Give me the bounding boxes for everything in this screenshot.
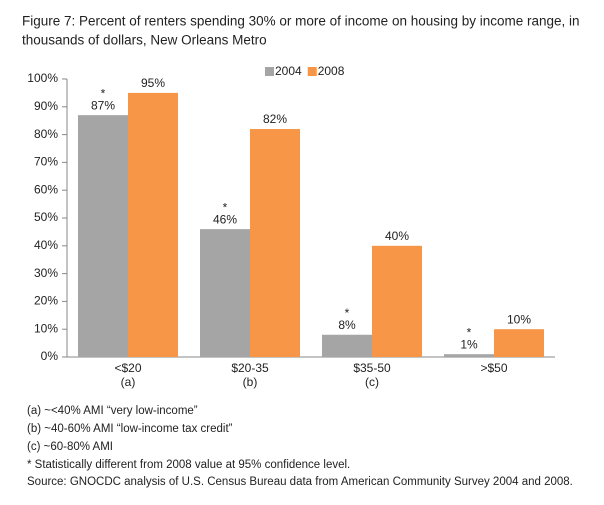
value-label: 46% (213, 212, 237, 226)
bar (372, 245, 422, 357)
significance-marker: * (101, 86, 106, 100)
y-tick-label: 40% (34, 238, 58, 252)
value-label: 8% (338, 318, 356, 332)
y-tick-label: 90% (34, 99, 58, 113)
x-tick-label: >$50 (480, 361, 507, 375)
value-label: 40% (385, 229, 409, 243)
bar (200, 229, 250, 357)
y-tick-label: 50% (34, 210, 58, 224)
y-tick-label: 30% (34, 266, 58, 280)
footnote: (a) ~<40% AMI “very low-income” (27, 405, 198, 417)
x-tick-label: $35-50 (353, 361, 391, 375)
y-tick-label: 70% (34, 155, 58, 169)
significance-marker: * (467, 325, 472, 339)
x-tick-label: <$20 (114, 361, 141, 375)
footnote: Source: GNOCDC analysis of U.S. Census B… (27, 476, 573, 488)
bar (444, 354, 494, 357)
footnote: (b) ~40-60% AMI “low-income tax credit” (27, 423, 233, 435)
y-tick-label: 10% (34, 321, 58, 335)
y-tick-label: 100% (27, 71, 58, 85)
bar (78, 115, 128, 357)
footnote: * Statistically different from 2008 valu… (27, 459, 350, 471)
y-tick-label: 80% (34, 127, 58, 141)
footnote: (c) ~60-80% AMI (27, 441, 113, 453)
value-label: 1% (460, 337, 478, 351)
y-tick-label: 0% (41, 349, 59, 363)
y-tick-label: 60% (34, 182, 58, 196)
chart-title: Figure 7: Percent of renters spending 30… (22, 14, 580, 29)
value-label: 87% (91, 98, 115, 112)
significance-marker: * (345, 306, 350, 320)
legend-label: 2008 (318, 64, 345, 78)
bar (494, 329, 544, 357)
value-label: 95% (141, 76, 165, 90)
x-tick-note: (c) (365, 375, 379, 389)
bar (128, 92, 178, 358)
y-tick-label: 20% (34, 294, 58, 308)
value-label: 82% (263, 112, 287, 126)
legend-label: 2004 (275, 64, 302, 78)
x-tick-note: (a) (121, 375, 136, 389)
legend-swatch (265, 67, 274, 76)
x-tick-label: $20-35 (231, 361, 269, 375)
bar (250, 129, 300, 357)
value-label: 10% (507, 312, 531, 326)
significance-marker: * (223, 200, 228, 214)
x-tick-note: (b) (243, 375, 258, 389)
legend-swatch (307, 67, 317, 76)
chart-title: thousands of dollars, New Orleans Metro (22, 33, 267, 48)
bar (322, 334, 372, 357)
